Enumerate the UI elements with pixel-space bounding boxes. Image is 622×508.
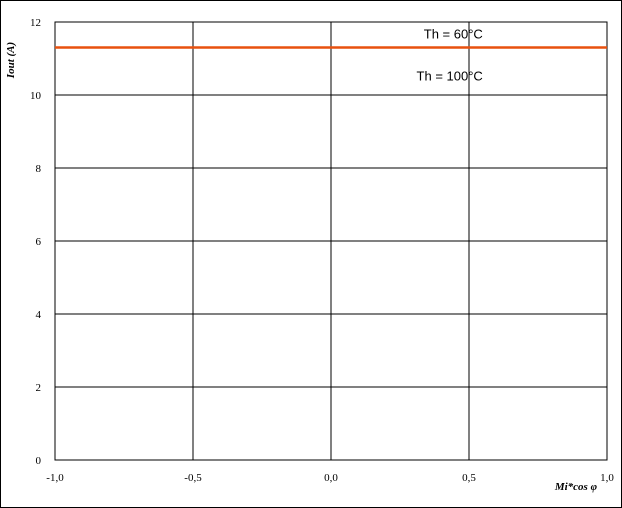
y-tick-label: 12	[30, 17, 41, 29]
x-tick-label: -1,0	[46, 472, 64, 484]
y-tick-label: 10	[30, 90, 42, 102]
y-tick-label: 8	[36, 163, 42, 175]
annotation-label: Th = 100°C	[417, 68, 483, 83]
x-axis-title: Mi*cos φ	[554, 481, 598, 493]
y-tick-label: 6	[36, 236, 42, 248]
x-tick-label: -0,5	[184, 472, 202, 484]
annotation-label: Th = 60°C	[424, 26, 483, 41]
y-tick-label: 0	[36, 455, 42, 467]
y-tick-label: 2	[36, 382, 42, 394]
plot-area	[54, 21, 608, 461]
x-tick-label: 1,0	[600, 472, 614, 484]
y-axis-title: Iout (A)	[5, 42, 17, 79]
y-tick-label: 4	[36, 309, 42, 321]
x-tick-label: 0,5	[462, 472, 476, 484]
x-tick-label: 0,0	[324, 472, 338, 484]
